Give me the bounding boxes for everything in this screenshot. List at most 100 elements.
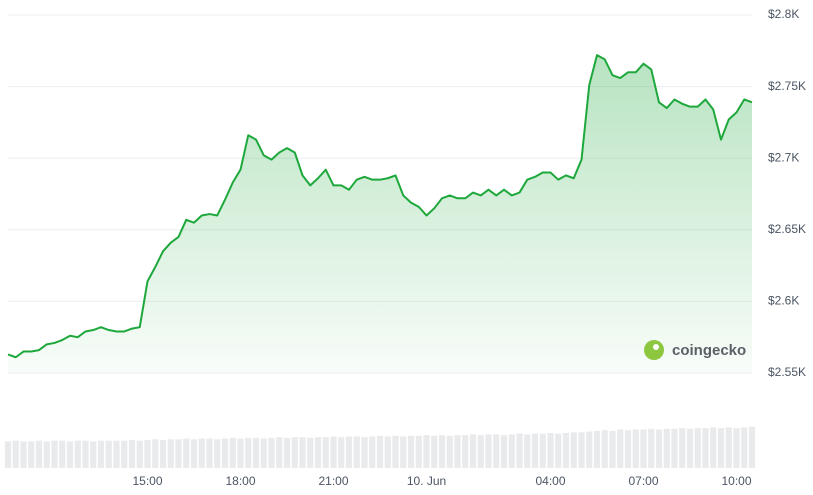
volume-bar	[392, 435, 399, 468]
logo-eye	[653, 344, 659, 350]
x-tick-label: 18:00	[225, 474, 255, 488]
volume-bar	[237, 438, 244, 468]
volume-bar	[462, 435, 469, 468]
volume-bar	[276, 437, 283, 468]
volume-bar	[59, 440, 66, 468]
volume-bar	[268, 437, 275, 468]
price-area	[8, 55, 752, 373]
volume-bar	[500, 435, 508, 468]
volume-bar	[741, 427, 748, 468]
volume-bar	[415, 435, 422, 468]
volume-bar	[167, 439, 174, 468]
volume-bar	[733, 428, 740, 468]
volume-bar	[214, 439, 221, 468]
volume-bar	[121, 440, 128, 468]
volume-bar	[361, 437, 368, 468]
y-tick-label: $2.65K	[768, 222, 806, 236]
volume-bar	[152, 439, 159, 468]
volume-bar	[477, 435, 484, 468]
volume-bar	[562, 433, 570, 468]
volume-bar	[539, 433, 546, 468]
volume-bar	[446, 435, 453, 468]
volume-bar	[648, 428, 655, 468]
volume-bar	[438, 435, 446, 468]
volume-bar	[431, 435, 438, 468]
volume-bar	[136, 440, 143, 468]
volume-bar	[183, 438, 190, 468]
volume-bar	[617, 429, 624, 468]
volume-bar	[97, 440, 105, 468]
volume-bar	[555, 433, 562, 468]
volume-bar	[35, 440, 43, 468]
volume-bar	[485, 434, 492, 468]
volume-bar	[570, 432, 577, 468]
volume-bar	[345, 436, 353, 468]
volume-bar	[51, 440, 58, 468]
volume-bar	[586, 431, 593, 468]
volume-bar	[291, 437, 298, 468]
volume-bar	[524, 434, 531, 468]
x-tick-label: 21:00	[318, 474, 348, 488]
volume-bar	[493, 434, 500, 468]
volume-bar	[454, 435, 461, 468]
volume-bar	[531, 433, 539, 468]
volume-bar	[12, 440, 19, 468]
volume-bar	[547, 433, 554, 468]
volume-bar	[252, 437, 260, 468]
volume-bar	[508, 434, 515, 468]
volume-bar	[407, 435, 415, 468]
y-tick-label: $2.6K	[768, 294, 799, 308]
volume-bar	[376, 435, 384, 468]
plot	[7, 54, 753, 373]
volume-bar	[260, 438, 267, 468]
volume-bar	[702, 428, 709, 468]
volume-bar	[128, 440, 136, 468]
y-tick-label: $2.8K	[768, 7, 799, 21]
watermark-text: coingecko	[672, 342, 746, 359]
y-tick-label: $2.55K	[768, 365, 806, 379]
volume-bar	[694, 428, 701, 468]
volume-bar	[66, 441, 74, 468]
volume-bar	[330, 436, 337, 468]
volume-bar	[90, 441, 97, 468]
volume-bar	[593, 430, 601, 468]
volume-bar	[384, 436, 391, 468]
volume-bar	[105, 440, 112, 468]
volume-bar	[113, 440, 120, 468]
axes: $2.55K $2.6K $2.65K $2.7K $2.75K $2.8K 15:00 18…	[132, 7, 806, 488]
volume-bar	[314, 437, 322, 468]
volume-bar	[748, 426, 756, 468]
volume-bar	[609, 430, 616, 468]
volume-bar	[28, 441, 35, 468]
volume-bar	[4, 441, 12, 468]
volume-bars	[4, 426, 756, 468]
volume-bar	[516, 433, 523, 468]
volume-bar	[74, 440, 81, 468]
volume-bar	[245, 437, 252, 468]
volume-bar	[144, 440, 151, 468]
watermark: coingecko	[644, 340, 746, 360]
volume-bar	[369, 436, 376, 468]
volume-bar	[198, 438, 205, 468]
volume-bar	[353, 436, 360, 468]
volume-bar	[686, 428, 694, 468]
x-tick-label: 15:00	[132, 474, 162, 488]
volume-bar	[159, 440, 167, 468]
x-tick-label: 04:00	[535, 474, 565, 488]
volume-bar	[190, 439, 198, 468]
volume-bar	[710, 427, 717, 468]
volume-bar	[423, 435, 430, 468]
volume-bar	[322, 437, 329, 468]
volume-bar	[82, 440, 89, 468]
volume-bar	[640, 429, 647, 468]
volume-bar	[578, 432, 585, 468]
volume-bar	[175, 439, 182, 468]
volume-bar	[679, 428, 686, 468]
volume-bar	[229, 437, 236, 468]
volume-bar	[283, 437, 291, 468]
volume-bar	[671, 428, 678, 468]
volume-bar	[43, 441, 50, 468]
volume-bar	[601, 430, 608, 468]
volume-bar	[469, 434, 477, 468]
